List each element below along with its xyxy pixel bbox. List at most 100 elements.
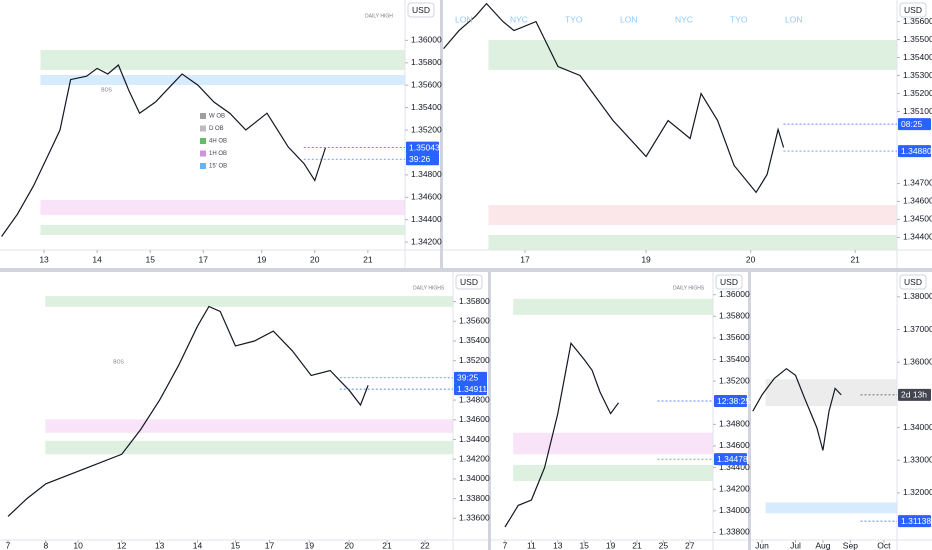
zone [488, 235, 897, 250]
session-label: TYO [730, 14, 748, 24]
currency: USD [904, 277, 922, 287]
y-tick-label: 1.35200 [459, 355, 490, 365]
y-tick-label: 1.35200 [719, 375, 750, 385]
x-tick-label: 11 [527, 540, 536, 550]
y-tick-label: 1.34200 [719, 483, 750, 493]
y-tick-label: 1.35600 [719, 332, 750, 342]
y-tick-label: 1.34700 [903, 178, 932, 188]
x-tick-label: 13 [553, 540, 563, 550]
y-tick-label: 1.34600 [459, 414, 490, 424]
x-tick-label: 22 [420, 540, 430, 550]
y-tick-label: 1.34000 [459, 473, 490, 483]
x-tick-label: 21 [382, 540, 392, 550]
annotation: BOS [101, 87, 112, 93]
y-tick-label: 1.35600 [903, 16, 932, 26]
x-tick-label: 20 [310, 254, 320, 264]
price-tag [406, 141, 439, 154]
price-tag-label: 1.34880 [901, 146, 932, 156]
currency-box [899, 274, 927, 290]
price-tag-label: 1.34911 [457, 384, 487, 394]
zone [40, 200, 405, 215]
x-tick-label: 14 [193, 540, 203, 550]
zone [513, 298, 713, 315]
annotation: DAILY HIGHS [673, 285, 705, 291]
price-tag-label: 1.35043 [409, 142, 440, 152]
x-tick-label: 19 [305, 540, 315, 550]
zone [40, 75, 405, 85]
legend-label: 1H OB [209, 151, 227, 157]
x-tick-label: 7 [6, 540, 11, 550]
price-tag-label: 2d 13h [901, 390, 927, 400]
price-line [504, 341, 619, 528]
x-tick-label: 21 [850, 254, 860, 264]
currency-box [715, 274, 743, 290]
price-line [752, 367, 842, 451]
y-tick-label: 1.33800 [719, 527, 750, 537]
panel [491, 272, 748, 550]
price-tag [454, 383, 487, 396]
y-tick-label: 1.35400 [411, 102, 442, 112]
y-tick-label: 1.35400 [903, 52, 932, 62]
y-tick-label: 1.35400 [459, 335, 490, 345]
x-tick-label: 8 [44, 540, 49, 550]
y-tick-label: 1.34400 [411, 214, 442, 224]
price-tag [714, 453, 747, 466]
x-tick-label: 25 [659, 540, 669, 550]
session-label: NYC [675, 14, 693, 24]
y-tick-label: 1.34000 [903, 422, 932, 432]
price-tag-label: 1.34478 [717, 454, 748, 464]
price-tag-label: 12:38:25 [717, 396, 750, 406]
x-tick-label: 7 [503, 540, 508, 550]
x-tick-label: 17 [199, 254, 209, 264]
x-tick-label: 20 [344, 540, 354, 550]
price-tag [898, 145, 931, 158]
zone [488, 205, 897, 225]
price-tag-label: 08:25 [901, 119, 923, 129]
y-tick-label: 1.34000 [719, 505, 750, 515]
y-tick-label: 1.34400 [903, 232, 932, 242]
x-tick-label: 15 [579, 540, 589, 550]
y-tick-label: 1.35600 [411, 79, 442, 89]
session-label: LON [785, 14, 802, 24]
legend-swatch [200, 150, 206, 157]
y-tick-label: 1.34200 [459, 453, 490, 463]
currency: USD [412, 5, 430, 15]
zone [45, 440, 454, 455]
y-tick-label: 1.33000 [903, 455, 932, 465]
y-tick-label: 1.34600 [411, 192, 442, 202]
x-tick-label: Sep [843, 540, 858, 550]
legend-label: D OB [209, 126, 224, 132]
currency: USD [904, 5, 922, 15]
annotation: BOS [113, 359, 124, 365]
y-tick-label: 1.35800 [459, 296, 490, 306]
legend-label: W OB [209, 114, 225, 120]
x-tick-label: 14 [92, 254, 102, 264]
y-tick-label: 1.35800 [719, 311, 750, 321]
zone [40, 225, 405, 235]
annotation: DAILY HIGH [365, 13, 393, 19]
session-label: NYC [510, 14, 528, 24]
currency: USD [720, 277, 738, 287]
price-tag [454, 371, 487, 384]
y-tick-label: 1.34400 [459, 434, 490, 444]
x-tick-label: 12 [117, 540, 127, 550]
y-tick-label: 1.34600 [719, 440, 750, 450]
price-tag [898, 118, 931, 131]
y-tick-label: 1.36000 [411, 35, 442, 45]
x-tick-label: Oct [877, 540, 891, 550]
x-tick-label: Aug [815, 540, 830, 550]
panel [0, 272, 488, 550]
y-tick-label: 1.34600 [903, 196, 932, 206]
session-label: TYO [565, 14, 583, 24]
legend-swatch [200, 163, 206, 169]
legend-swatch [200, 138, 206, 144]
zone [40, 50, 405, 70]
zone [513, 464, 713, 482]
x-tick-label: 13 [39, 254, 49, 264]
currency-box [899, 2, 927, 18]
y-tick-label: 1.33800 [459, 493, 490, 503]
x-tick-label: 10 [73, 540, 83, 550]
y-tick-label: 1.35400 [719, 354, 750, 364]
y-tick-label: 1.34400 [719, 462, 750, 472]
y-tick-label: 1.35500 [903, 34, 932, 44]
